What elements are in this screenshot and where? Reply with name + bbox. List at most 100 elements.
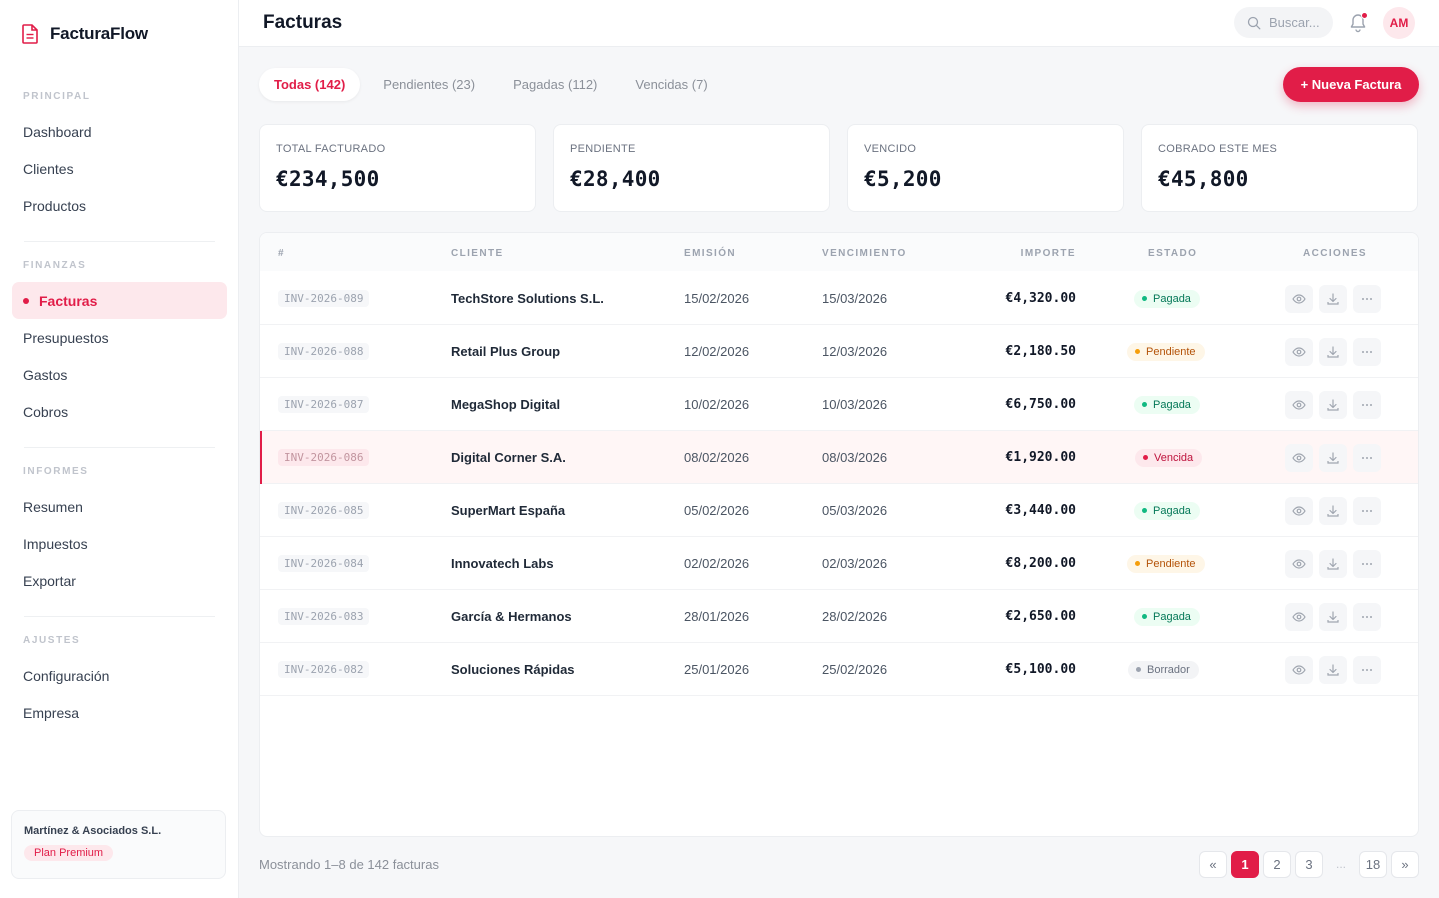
issue-date: 12/02/2026: [684, 344, 750, 359]
view-button[interactable]: [1285, 497, 1313, 525]
invoice-id[interactable]: INV-2026-088: [278, 343, 370, 360]
sidebar-item-facturas[interactable]: Facturas: [12, 282, 227, 319]
new-invoice-button[interactable]: + Nueva Factura: [1283, 67, 1419, 102]
client-name: MegaShop Digital: [451, 397, 561, 412]
sidebar-item-impuestos[interactable]: Impuestos: [12, 525, 227, 562]
amount: €6,750.00: [1005, 397, 1076, 412]
invoice-id-cell: INV-2026-085: [278, 484, 370, 537]
sidebar-item-label: Dashboard: [23, 123, 92, 140]
status-dot: [1142, 508, 1147, 513]
table-row[interactable]: INV-2026-086 Digital Corner S.A. 08/02/202…: [260, 431, 1418, 484]
download-button[interactable]: [1319, 656, 1347, 684]
invoice-id[interactable]: INV-2026-089: [278, 290, 370, 307]
client-name: SuperMart España: [451, 503, 566, 518]
download-button[interactable]: [1319, 497, 1347, 525]
filter-tabs: Todas (142) Pendientes (23) Pagadas (112) V…: [259, 68, 731, 101]
table-row[interactable]: INV-2026-088 Retail Plus Group 12/02/2026 1…: [260, 325, 1418, 378]
sidebar-item-productos[interactable]: Productos: [12, 187, 227, 224]
sidebar-item-label: Impuestos: [23, 535, 88, 552]
prev-page-button[interactable]: «: [1199, 851, 1227, 878]
invoice-id[interactable]: INV-2026-084: [278, 555, 370, 572]
download-button[interactable]: [1319, 444, 1347, 472]
stat-label: PENDIENTE: [570, 143, 636, 155]
more-icon: [1362, 616, 1372, 618]
invoice-id[interactable]: INV-2026-085: [278, 502, 370, 519]
download-button[interactable]: [1319, 338, 1347, 366]
tab-vencidas[interactable]: Vencidas (7): [635, 77, 708, 92]
sidebar-item-presupuestos[interactable]: Presupuestos: [12, 319, 227, 356]
view-icon: [1292, 612, 1306, 622]
next-page-button[interactable]: »: [1391, 851, 1419, 878]
download-button[interactable]: [1319, 285, 1347, 313]
invoice-id-cell: INV-2026-088: [278, 325, 370, 378]
more-button[interactable]: [1353, 550, 1381, 578]
view-button[interactable]: [1285, 550, 1313, 578]
sidebar-item-empresa[interactable]: Empresa: [12, 694, 227, 731]
page-button-2[interactable]: 2: [1263, 851, 1291, 878]
company-card[interactable]: Martínez & Asociados S.L. Plan Premium: [11, 810, 226, 879]
table-row[interactable]: INV-2026-085 SuperMart España 05/02/2026 05…: [260, 484, 1418, 537]
tab-pagadas[interactable]: Pagadas (112): [513, 77, 598, 92]
column-header-number: #: [278, 248, 285, 259]
view-button[interactable]: [1285, 656, 1313, 684]
view-button[interactable]: [1285, 603, 1313, 631]
sidebar-item-exportar[interactable]: Exportar: [12, 562, 227, 599]
sidebar-item-wrapper: Productos: [0, 187, 239, 224]
table-row[interactable]: INV-2026-089 TechStore Solutions S.L. 15/0…: [260, 272, 1418, 325]
more-button[interactable]: [1353, 391, 1381, 419]
invoice-id[interactable]: INV-2026-087: [278, 396, 370, 413]
nav-divider: [24, 241, 215, 242]
sidebar-item-wrapper: Gastos: [0, 356, 239, 393]
view-button[interactable]: [1285, 285, 1313, 313]
download-button[interactable]: [1319, 391, 1347, 419]
tab-pendientes[interactable]: Pendientes (23): [383, 77, 476, 92]
view-button[interactable]: [1285, 391, 1313, 419]
table-row[interactable]: INV-2026-083 García & Hermanos 28/01/2026 2…: [260, 590, 1418, 643]
download-icon: [1327, 664, 1339, 676]
stat-value: €45,800: [1158, 167, 1249, 191]
sidebar-item-configuracion[interactable]: Configuración: [12, 657, 227, 694]
more-icon: [1362, 510, 1372, 512]
table-row[interactable]: INV-2026-087 MegaShop Digital 10/02/2026 10…: [260, 378, 1418, 431]
more-button[interactable]: [1353, 444, 1381, 472]
download-icon: [1327, 399, 1339, 411]
page-button-1[interactable]: 1: [1231, 851, 1259, 878]
sidebar-item-cobros[interactable]: Cobros: [12, 393, 227, 430]
status-badge: Pagada: [1134, 289, 1200, 308]
pagination-ellipsis: ...: [1336, 857, 1347, 871]
download-button[interactable]: [1319, 550, 1347, 578]
more-button[interactable]: [1353, 603, 1381, 631]
sidebar-item-label: Gastos: [23, 366, 68, 383]
more-button[interactable]: [1353, 285, 1381, 313]
view-button[interactable]: [1285, 444, 1313, 472]
download-icon: [1327, 452, 1339, 464]
sidebar-item-dashboard[interactable]: Dashboard: [12, 113, 227, 150]
search-icon: [1247, 16, 1261, 29]
more-button[interactable]: [1353, 656, 1381, 684]
nav-divider: [24, 616, 215, 617]
download-button[interactable]: [1319, 603, 1347, 631]
page-button-18[interactable]: 18: [1359, 851, 1387, 878]
table-row[interactable]: INV-2026-082 Soluciones Rápidas 25/01/2026…: [260, 643, 1418, 696]
sidebar-item-wrapper: Exportar: [0, 562, 239, 599]
invoice-id-cell: INV-2026-089: [278, 272, 370, 325]
sidebar-item-resumen[interactable]: Resumen: [12, 488, 227, 525]
more-icon: [1362, 563, 1372, 565]
table-row[interactable]: INV-2026-084 Innovatech Labs 02/02/2026 02/…: [260, 537, 1418, 590]
page-button-3[interactable]: 3: [1295, 851, 1323, 878]
more-button[interactable]: [1353, 338, 1381, 366]
sidebar-item-wrapper: Dashboard: [0, 113, 239, 150]
avatar[interactable]: AM: [1383, 7, 1415, 39]
sidebar-item-wrapper: Configuración: [0, 657, 239, 694]
sidebar-item-gastos[interactable]: Gastos: [12, 356, 227, 393]
invoice-id[interactable]: INV-2026-083: [278, 608, 370, 625]
brand[interactable]: FacturaFlow: [22, 24, 148, 44]
invoice-id[interactable]: INV-2026-086: [278, 449, 370, 466]
more-button[interactable]: [1353, 497, 1381, 525]
invoice-id[interactable]: INV-2026-082: [278, 661, 370, 678]
tab-todas[interactable]: Todas (142): [259, 68, 361, 101]
sidebar-item-clientes[interactable]: Clientes: [12, 150, 227, 187]
stat-label: TOTAL FACTURADO: [276, 143, 386, 155]
view-button[interactable]: [1285, 338, 1313, 366]
search-input[interactable]: Buscar...: [1234, 7, 1333, 38]
